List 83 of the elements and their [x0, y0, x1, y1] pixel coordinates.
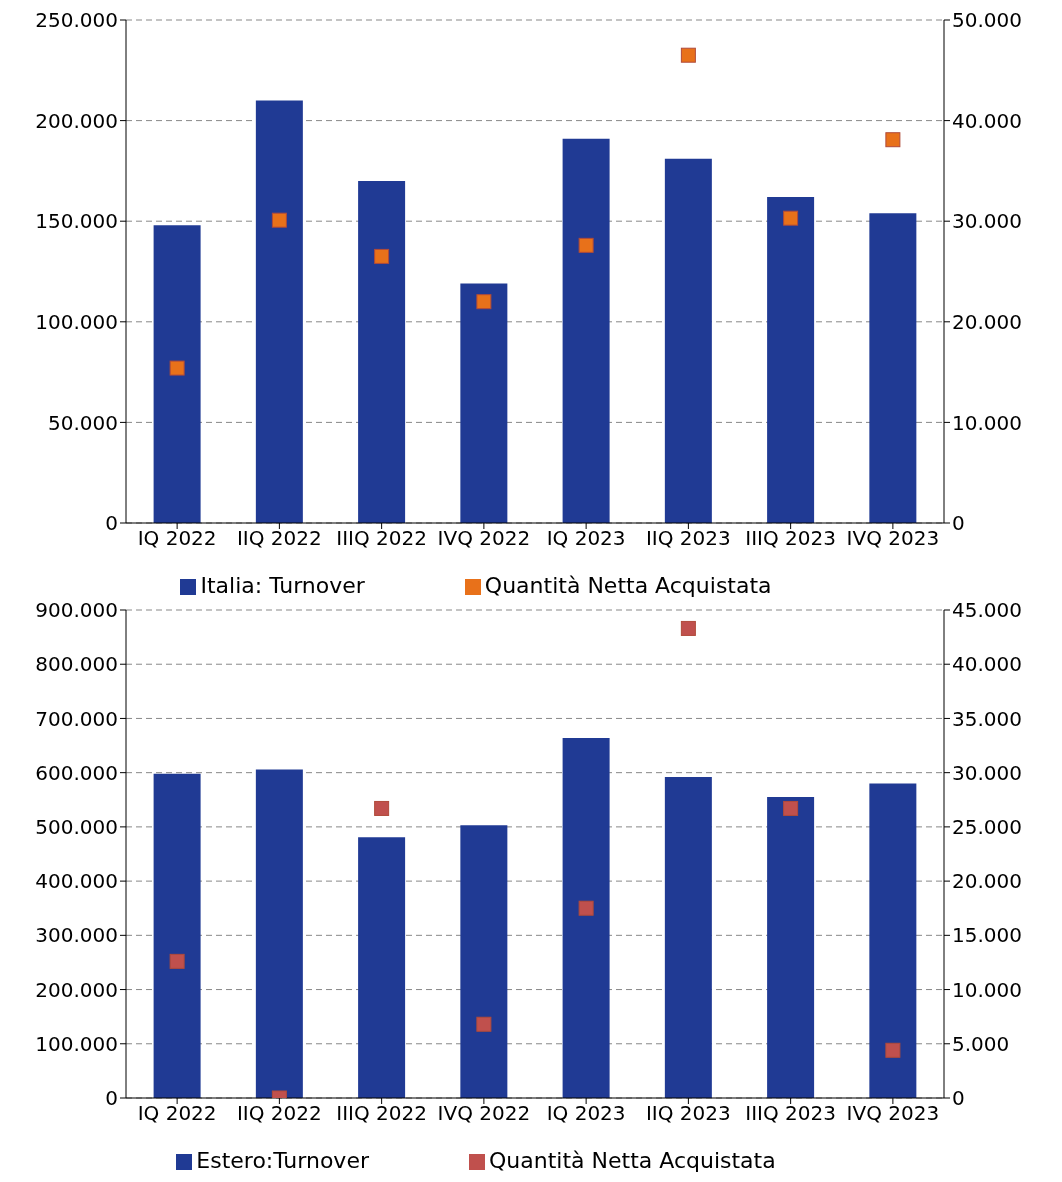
- y-tick-label: 400.000: [35, 869, 118, 894]
- y-tick-label: 700.000: [35, 706, 118, 731]
- x-tick-label: IVQ 2023: [846, 526, 940, 551]
- y-tick-label: 600.000: [35, 760, 118, 785]
- y-tick-label: 500.000: [35, 814, 118, 839]
- point: [783, 210, 799, 226]
- legend-label: Quantità Netta Acquistata: [488, 1148, 776, 1173]
- y2-tick-label: 30.000: [952, 760, 1022, 785]
- x-tick-label: IVQ 2022: [437, 1101, 531, 1126]
- point: [578, 900, 594, 916]
- y-tick-label: 250.000: [35, 8, 118, 33]
- y2-tick-label: 30.000: [952, 209, 1022, 234]
- y-tick-label: 200.000: [35, 108, 118, 133]
- point: [578, 237, 594, 253]
- y2-tick-label: 40.000: [952, 652, 1022, 677]
- y-tick-label: 800.000: [35, 652, 118, 677]
- bar: [767, 797, 815, 1098]
- bar: [358, 180, 406, 523]
- x-tick-label: IIIQ 2023: [745, 1101, 836, 1126]
- x-tick-label: IQ 2022: [137, 1101, 217, 1126]
- y2-tick-label: 35.000: [952, 706, 1022, 731]
- bar: [664, 158, 712, 523]
- bar: [255, 769, 303, 1098]
- x-tick-label: IIQ 2023: [645, 1101, 731, 1126]
- point: [374, 248, 390, 264]
- x-tick-label: IIQ 2022: [236, 526, 322, 551]
- y2-tick-label: 50.000: [952, 8, 1022, 33]
- bar: [460, 283, 508, 523]
- bar: [869, 783, 917, 1098]
- y-tick-label: 50.000: [48, 410, 118, 435]
- y2-tick-label: 20.000: [952, 309, 1022, 334]
- point: [271, 212, 287, 228]
- bar: [153, 773, 201, 1098]
- point: [374, 800, 390, 816]
- y2-tick-label: 10.000: [952, 977, 1022, 1002]
- y2-tick-label: 10.000: [952, 410, 1022, 435]
- x-tick-label: IIIQ 2023: [745, 526, 836, 551]
- point: [169, 953, 185, 969]
- x-tick-label: IQ 2023: [546, 1101, 626, 1126]
- y-tick-label: 300.000: [35, 923, 118, 948]
- x-tick-label: IVQ 2022: [437, 526, 531, 551]
- x-tick-label: IIQ 2022: [236, 1101, 322, 1126]
- y2-tick-label: 20.000: [952, 869, 1022, 894]
- bar: [153, 225, 201, 523]
- y2-tick-label: 40.000: [952, 108, 1022, 133]
- y-tick-label: 0: [105, 1086, 118, 1111]
- bar: [358, 837, 406, 1098]
- y2-tick-label: 0: [952, 1086, 965, 1111]
- point: [680, 620, 696, 636]
- y-tick-label: 900.000: [35, 598, 118, 623]
- x-tick-label: IIIQ 2022: [336, 1101, 427, 1126]
- point: [476, 294, 492, 310]
- point: [476, 1016, 492, 1032]
- x-tick-label: IVQ 2023: [846, 1101, 940, 1126]
- legend-label: Italia: Turnover: [200, 573, 365, 598]
- point: [783, 800, 799, 816]
- legend-label: Estero:Turnover: [196, 1148, 369, 1173]
- bar: [664, 777, 712, 1098]
- y-tick-label: 100.000: [35, 1031, 118, 1056]
- bar: [562, 138, 610, 523]
- bar: [562, 737, 610, 1098]
- point: [680, 47, 696, 63]
- legend-label: Quantità Netta Acquistata: [484, 573, 772, 598]
- bar: [255, 100, 303, 523]
- y2-tick-label: 45.000: [952, 598, 1022, 623]
- x-tick-label: IQ 2022: [137, 526, 217, 551]
- x-tick-label: IIIQ 2022: [336, 526, 427, 551]
- y2-tick-label: 25.000: [952, 814, 1022, 839]
- y2-tick-label: 15.000: [952, 923, 1022, 948]
- point: [885, 1042, 901, 1058]
- bar: [869, 213, 917, 523]
- y2-tick-label: 0: [952, 511, 965, 536]
- x-tick-label: IIQ 2023: [645, 526, 731, 551]
- point: [169, 360, 185, 376]
- y-tick-label: 100.000: [35, 309, 118, 334]
- y-tick-label: 0: [105, 511, 118, 536]
- bar: [767, 197, 815, 523]
- bar: [460, 825, 508, 1098]
- y2-tick-label: 5.000: [952, 1031, 1010, 1056]
- point: [885, 132, 901, 148]
- x-tick-label: IQ 2023: [546, 526, 626, 551]
- y-tick-label: 200.000: [35, 977, 118, 1002]
- y-tick-label: 150.000: [35, 209, 118, 234]
